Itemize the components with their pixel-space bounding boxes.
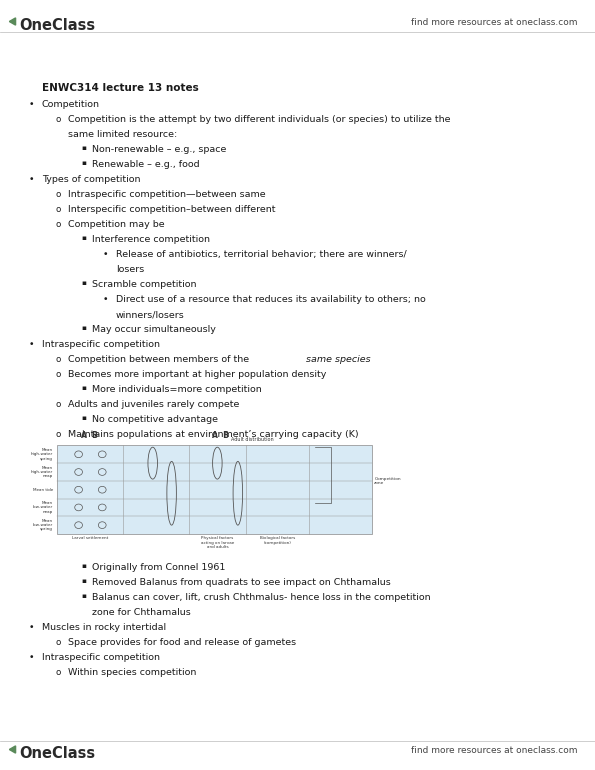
Text: o: o (55, 355, 61, 364)
Text: Intraspecific competition—between same: Intraspecific competition—between same (68, 190, 266, 199)
Text: More individuals=more competition: More individuals=more competition (92, 385, 262, 394)
Text: Physical factors
acting on larvae
and adults: Physical factors acting on larvae and ad… (201, 536, 234, 549)
Text: •: • (103, 295, 108, 304)
Text: •: • (29, 100, 34, 109)
Text: Competition: Competition (42, 100, 99, 109)
Text: ▪: ▪ (82, 325, 86, 331)
Text: A  B: A B (81, 431, 98, 440)
Text: Competition is the attempt by two different individuals (or species) to utilize : Competition is the attempt by two differ… (68, 115, 451, 124)
Text: o: o (55, 115, 61, 124)
Text: No competitive advantage: No competitive advantage (92, 415, 218, 424)
Text: Removed Balanus from quadrats to see impact on Chthamalus: Removed Balanus from quadrats to see imp… (92, 578, 391, 587)
Text: o: o (55, 190, 61, 199)
Text: •: • (29, 653, 34, 662)
Text: ▪: ▪ (82, 235, 86, 241)
Text: ▪: ▪ (82, 160, 86, 166)
Text: Types of competition: Types of competition (42, 175, 140, 184)
Text: same limited resource:: same limited resource: (68, 130, 178, 139)
Text: Competition
zone: Competition zone (374, 477, 401, 485)
Text: •: • (29, 623, 34, 632)
FancyBboxPatch shape (57, 445, 372, 534)
Text: Intraspecific competition: Intraspecific competition (42, 340, 159, 350)
Text: ▪: ▪ (82, 563, 86, 569)
Text: Space provides for food and release of gametes: Space provides for food and release of g… (68, 638, 296, 647)
Text: Within species competition: Within species competition (68, 668, 197, 677)
Text: winners/losers: winners/losers (116, 310, 185, 320)
Text: Biological factors
(competition): Biological factors (competition) (259, 536, 295, 544)
Text: o: o (55, 370, 61, 380)
Text: Competition may be: Competition may be (68, 220, 165, 229)
Text: find more resources at oneclass.com: find more resources at oneclass.com (411, 18, 577, 27)
Text: ▪: ▪ (82, 145, 86, 151)
Text: ▪: ▪ (82, 280, 86, 286)
Text: Intraspecific competition: Intraspecific competition (42, 653, 159, 662)
Text: Becomes more important at higher population density: Becomes more important at higher populat… (68, 370, 327, 380)
Text: ENWC314 lecture 13 notes: ENWC314 lecture 13 notes (42, 83, 198, 93)
Text: o: o (55, 205, 61, 214)
Text: A  B: A B (212, 431, 229, 440)
Text: zone for Chthamalus: zone for Chthamalus (92, 608, 191, 617)
Text: Adults and juveniles rarely compete: Adults and juveniles rarely compete (68, 400, 240, 410)
Text: ▪: ▪ (82, 593, 86, 599)
Text: Maintains populations at environment’s carrying capacity (K): Maintains populations at environment’s c… (68, 430, 359, 440)
Text: Adult distribution: Adult distribution (231, 437, 273, 442)
Text: •: • (29, 175, 34, 184)
Text: Balanus can cover, lift, crush Chthmalus- hence loss in the competition: Balanus can cover, lift, crush Chthmalus… (92, 593, 431, 602)
Text: Mean
high-water
spring: Mean high-water spring (31, 448, 53, 460)
Text: losers: losers (116, 265, 144, 274)
Text: find more resources at oneclass.com: find more resources at oneclass.com (411, 746, 577, 755)
Text: Direct use of a resource that reduces its availability to others; no: Direct use of a resource that reduces it… (116, 295, 426, 304)
Text: ▪: ▪ (82, 578, 86, 584)
Text: •: • (103, 250, 108, 259)
Text: May occur simultaneously: May occur simultaneously (92, 325, 216, 334)
Text: Interspecific competition–between different: Interspecific competition–between differ… (68, 205, 276, 214)
Text: o: o (55, 220, 61, 229)
Text: Originally from Connel 1961: Originally from Connel 1961 (92, 563, 226, 572)
Text: o: o (55, 400, 61, 410)
Text: Non-renewable – e.g., space: Non-renewable – e.g., space (92, 145, 227, 154)
Text: Mean
low-water
neap: Mean low-water neap (33, 501, 53, 514)
Text: Competition between members of the: Competition between members of the (68, 355, 252, 364)
Text: o: o (55, 430, 61, 440)
Text: ▪: ▪ (82, 385, 86, 391)
Text: o: o (55, 638, 61, 647)
Text: Interference competition: Interference competition (92, 235, 210, 244)
Text: •: • (29, 340, 34, 350)
Text: Mean
low-water
spring: Mean low-water spring (33, 519, 53, 531)
Text: OneClass: OneClass (20, 746, 96, 761)
Text: Mean tide: Mean tide (33, 487, 53, 492)
Text: OneClass: OneClass (20, 18, 96, 32)
Text: o: o (55, 668, 61, 677)
Text: ▪: ▪ (82, 415, 86, 421)
Text: Muscles in rocky intertidal: Muscles in rocky intertidal (42, 623, 166, 632)
Text: Renewable – e.g., food: Renewable – e.g., food (92, 160, 200, 169)
Text: Release of antibiotics, territorial behavior; there are winners/: Release of antibiotics, territorial beha… (116, 250, 407, 259)
Text: Scramble competition: Scramble competition (92, 280, 197, 290)
Text: same species: same species (306, 355, 371, 364)
Text: Mean
high-water
neap: Mean high-water neap (31, 466, 53, 478)
Text: Larval settlement: Larval settlement (71, 536, 108, 541)
